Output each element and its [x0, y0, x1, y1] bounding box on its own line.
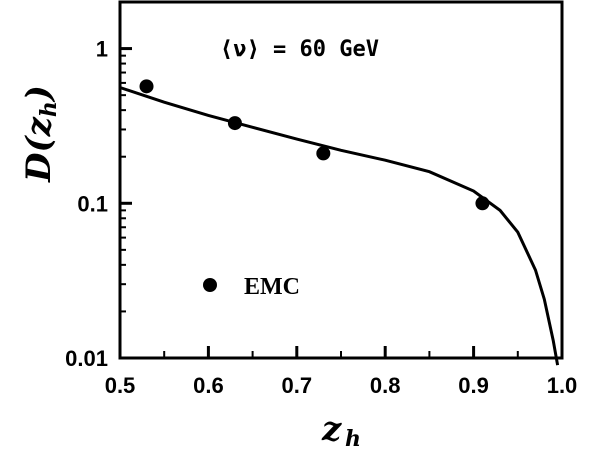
x-tick-label: 0.7: [282, 373, 313, 398]
data-points: [139, 79, 490, 211]
y-axis-title: D(zh): [19, 85, 62, 183]
x-tick-label: 0.9: [458, 373, 489, 398]
x-axis-title: z h: [321, 409, 361, 449]
y-axis-title-sub: h: [36, 101, 62, 117]
y-axis-ticks: 0.01 0.1 1: [65, 1, 132, 371]
x-axis-ticks: 0.5 0.6 0.7 0.8 0.9 1.0: [105, 346, 578, 398]
y-axis-title-close: ): [19, 85, 59, 103]
x-tick-label: 0.8: [370, 373, 401, 398]
x-tick-label: 1.0: [547, 373, 578, 398]
x-axis-title-main: z: [321, 409, 342, 449]
annotation-label: ⟨ν⟩ = 60 GeV: [220, 37, 379, 62]
x-tick-label: 0.5: [105, 373, 136, 398]
y-tick-label: 0.01: [65, 346, 108, 371]
legend-label: EMC: [244, 274, 300, 300]
data-point: [227, 116, 242, 131]
y-tick-label: 1: [96, 37, 108, 62]
data-point: [316, 146, 331, 161]
y-axis-title-main: D(z: [19, 116, 59, 183]
y-axis-title-text: D(zh): [19, 85, 62, 183]
x-axis-title-sub: h: [345, 426, 361, 449]
y-tick-label: 0.1: [77, 191, 108, 216]
fit-curve: [119, 86, 560, 366]
data-point: [475, 196, 490, 211]
data-point: [139, 79, 154, 94]
x-tick-label: 0.6: [193, 373, 224, 398]
legend-marker: [203, 278, 217, 292]
